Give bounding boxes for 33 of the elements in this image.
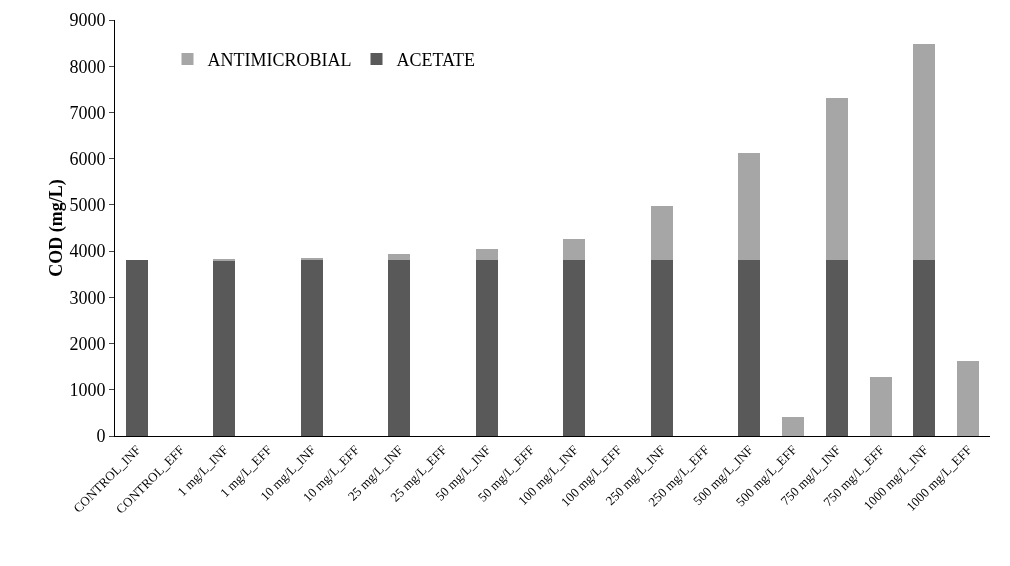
bar [388, 254, 411, 261]
y-tick-label: 0 [96, 426, 106, 447]
y-tick-label: 5000 [69, 195, 106, 216]
legend-label: ANTIMICROBIAL [207, 50, 352, 71]
bar [913, 260, 936, 436]
bar [475, 249, 498, 261]
y-tick-label: 1000 [69, 380, 106, 401]
bar [913, 44, 936, 261]
bar [738, 152, 761, 261]
legend-label: ACETATE [396, 50, 476, 71]
bar [563, 239, 586, 261]
y-tick-label: 7000 [69, 102, 106, 123]
bar [825, 97, 848, 261]
bar [125, 260, 148, 436]
y-tick-label: 8000 [69, 56, 106, 77]
y-tick-label: 2000 [69, 333, 106, 354]
y-tick-label: 3000 [69, 287, 106, 308]
y-tick-label: 9000 [69, 10, 106, 31]
bar [650, 260, 673, 436]
bar [957, 360, 980, 436]
bar [563, 260, 586, 436]
bar [869, 376, 892, 436]
bar [213, 260, 236, 436]
y-tick-label: 6000 [69, 148, 106, 169]
bar [650, 206, 673, 261]
bar [782, 416, 805, 436]
bar [388, 260, 411, 436]
bar [825, 260, 848, 436]
y-axis-title: COD (mg/L) [46, 179, 68, 277]
bar [300, 260, 323, 436]
bar [475, 260, 498, 436]
bar [738, 260, 761, 436]
y-tick-label: 4000 [69, 241, 106, 262]
